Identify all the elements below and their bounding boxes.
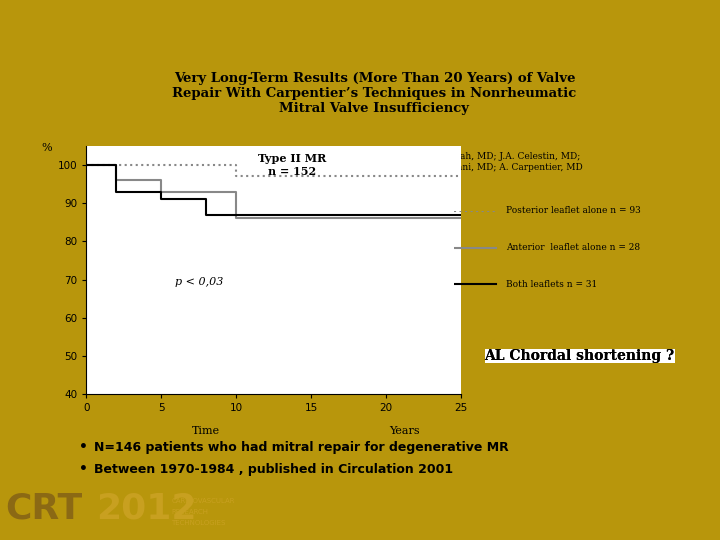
Text: 2012: 2012	[96, 492, 197, 526]
Text: Anterior  leaflet alone n = 28: Anterior leaflet alone n = 28	[506, 243, 640, 252]
Text: N=146 patients who had mitral repair for degenerative MR: N=146 patients who had mitral repair for…	[94, 441, 508, 454]
Text: Both leaflets n = 31: Both leaflets n = 31	[506, 280, 597, 289]
Text: Time: Time	[192, 427, 220, 436]
Text: RESEARCH: RESEARCH	[171, 509, 208, 515]
Text: E. Braunberger, MD; A. Deloche, MD; A. Berrebi, MD; F. Abdallah, MD; J.A. Celest: E. Braunberger, MD; A. Deloche, MD; A. B…	[166, 152, 582, 172]
Text: Years: Years	[390, 427, 420, 436]
Text: Type II MR
n = 152: Type II MR n = 152	[258, 153, 326, 177]
Text: •: •	[79, 440, 88, 454]
Text: CARDIOVASCULAR: CARDIOVASCULAR	[171, 498, 235, 504]
Text: AL Chordal shortening ?: AL Chordal shortening ?	[485, 349, 675, 363]
Text: Very Long-Term Results (More Than 20 Years) of Valve
Repair With Carpentier’s Te: Very Long-Term Results (More Than 20 Yea…	[172, 72, 577, 115]
Text: Between 1970-1984 , published in Circulation 2001: Between 1970-1984 , published in Circula…	[94, 462, 453, 476]
Text: p < 0,03: p < 0,03	[174, 278, 223, 287]
Text: Posterior leaflet alone n = 93: Posterior leaflet alone n = 93	[506, 206, 641, 215]
Text: CRT: CRT	[5, 492, 82, 526]
Text: •: •	[79, 462, 88, 476]
Text: %: %	[42, 143, 52, 153]
Text: AL Chordal shortening ?: AL Chordal shortening ?	[485, 349, 675, 363]
Text: TECHNOLOGIES: TECHNOLOGIES	[171, 519, 226, 525]
